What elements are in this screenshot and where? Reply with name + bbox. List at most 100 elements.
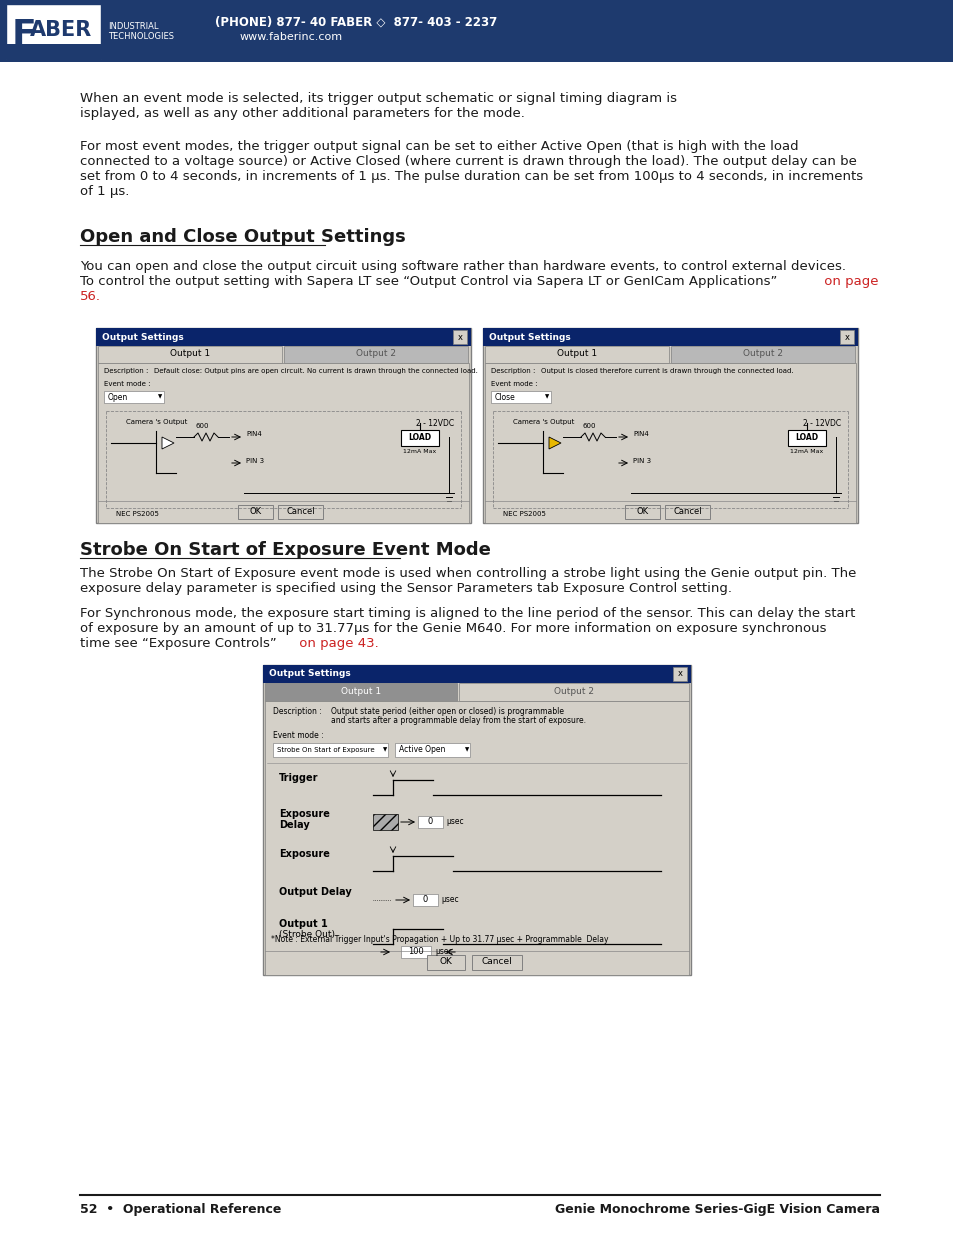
Text: Cancel: Cancel bbox=[673, 508, 701, 516]
Text: 0: 0 bbox=[422, 895, 427, 904]
Text: isplayed, as well as any other additional parameters for the mode.: isplayed, as well as any other additiona… bbox=[80, 107, 524, 120]
Text: NEC PS2005: NEC PS2005 bbox=[502, 511, 545, 517]
Text: OK: OK bbox=[637, 508, 648, 516]
Text: ABER: ABER bbox=[30, 20, 92, 40]
Bar bbox=[98, 346, 282, 363]
Text: Output Settings: Output Settings bbox=[489, 332, 570, 342]
Text: x: x bbox=[843, 332, 848, 342]
Text: Strobe On Start of Exposure: Strobe On Start of Exposure bbox=[276, 747, 375, 753]
Text: Description :: Description : bbox=[491, 368, 535, 374]
Text: Output Delay: Output Delay bbox=[278, 887, 352, 897]
Text: 12mA Max: 12mA Max bbox=[789, 450, 822, 454]
Text: 12mA Max: 12mA Max bbox=[402, 450, 436, 454]
Bar bbox=[484, 363, 855, 522]
Text: 52  •  Operational Reference: 52 • Operational Reference bbox=[80, 1203, 281, 1216]
Text: F: F bbox=[12, 19, 37, 52]
Text: 100: 100 bbox=[408, 947, 423, 956]
Text: OK: OK bbox=[439, 957, 452, 967]
Text: Delay: Delay bbox=[278, 820, 310, 830]
Bar bbox=[104, 391, 164, 403]
Text: Output 1: Output 1 bbox=[340, 688, 380, 697]
Text: Trigger: Trigger bbox=[278, 773, 318, 783]
Text: Exposure: Exposure bbox=[278, 809, 330, 819]
Text: Default close: Output pins are open circuit. No current is drawn through the con: Default close: Output pins are open circ… bbox=[153, 368, 477, 374]
Text: Description :: Description : bbox=[104, 368, 149, 374]
Text: x: x bbox=[677, 669, 681, 678]
Text: Event mode :: Event mode : bbox=[104, 382, 151, 387]
Text: μsec: μsec bbox=[440, 895, 458, 904]
Bar bbox=[624, 505, 659, 519]
Text: Close: Close bbox=[495, 393, 516, 401]
Text: Event mode :: Event mode : bbox=[273, 731, 323, 740]
Bar bbox=[98, 363, 469, 522]
Text: PIN4: PIN4 bbox=[633, 431, 648, 437]
Text: PIN 3: PIN 3 bbox=[633, 458, 651, 464]
Bar bbox=[263, 664, 690, 683]
Text: Output 2: Output 2 bbox=[554, 688, 594, 697]
Bar bbox=[670, 346, 854, 363]
Bar bbox=[395, 743, 470, 757]
Text: Output 1: Output 1 bbox=[170, 350, 210, 358]
Text: Strobe On Start of Exposure Event Mode: Strobe On Start of Exposure Event Mode bbox=[80, 541, 491, 559]
Text: LOAD: LOAD bbox=[408, 433, 431, 442]
Text: OK: OK bbox=[250, 508, 262, 516]
Text: Open and Close Output Settings: Open and Close Output Settings bbox=[80, 228, 405, 246]
Text: set from 0 to 4 seconds, in increments of 1 μs. The pulse duration can be set fr: set from 0 to 4 seconds, in increments o… bbox=[80, 170, 862, 183]
Text: μsec: μsec bbox=[435, 947, 452, 956]
Text: on page: on page bbox=[820, 275, 878, 288]
Text: 0: 0 bbox=[427, 818, 432, 826]
Text: INDUSTRIAL: INDUSTRIAL bbox=[108, 22, 158, 31]
Bar bbox=[664, 505, 709, 519]
Bar bbox=[672, 667, 686, 680]
Text: Output Settings: Output Settings bbox=[102, 332, 184, 342]
Bar bbox=[840, 330, 853, 345]
Text: x: x bbox=[457, 332, 462, 342]
Bar bbox=[482, 329, 857, 346]
Text: *Note : External Trigger Input's Propagation + Up to 31.77 μsec + Programmable  : *Note : External Trigger Input's Propaga… bbox=[271, 935, 608, 944]
Polygon shape bbox=[548, 437, 560, 450]
Bar bbox=[6, 44, 101, 59]
Text: ▼: ▼ bbox=[158, 394, 162, 399]
Text: exposure delay parameter is specified using the Sensor Parameters tab Exposure C: exposure delay parameter is specified us… bbox=[80, 582, 731, 595]
Text: ▼: ▼ bbox=[464, 747, 469, 752]
Text: ▼: ▼ bbox=[544, 394, 549, 399]
Text: of exposure by an amount of up to 31.77μs for the Genie M640. For more informati: of exposure by an amount of up to 31.77μ… bbox=[80, 622, 825, 635]
Text: For most event modes, the trigger output signal can be set to either Active Open: For most event modes, the trigger output… bbox=[80, 140, 798, 153]
Bar bbox=[265, 683, 456, 701]
Text: Camera 's Output: Camera 's Output bbox=[513, 419, 574, 425]
Text: www.faberinc.com: www.faberinc.com bbox=[240, 32, 343, 42]
Bar bbox=[417, 816, 442, 827]
Text: of 1 μs.: of 1 μs. bbox=[80, 185, 130, 198]
Text: Genie Monochrome Series-GigE Vision Camera: Genie Monochrome Series-GigE Vision Came… bbox=[555, 1203, 879, 1216]
Text: 600: 600 bbox=[195, 424, 210, 429]
Text: 2 - 12VDC: 2 - 12VDC bbox=[802, 419, 841, 429]
Text: Output 1: Output 1 bbox=[557, 350, 597, 358]
Text: (PHONE) 877- 40 FABER ◇  877- 403 - 2237: (PHONE) 877- 40 FABER ◇ 877- 403 - 2237 bbox=[214, 16, 497, 28]
Bar bbox=[284, 346, 468, 363]
Bar bbox=[453, 330, 467, 345]
Text: (Strobe Out): (Strobe Out) bbox=[278, 930, 335, 939]
Text: TECHNOLOGIES: TECHNOLOGIES bbox=[108, 32, 173, 41]
Text: Camera 's Output: Camera 's Output bbox=[126, 419, 187, 425]
Text: Exposure: Exposure bbox=[278, 848, 330, 860]
Text: Output Settings: Output Settings bbox=[269, 669, 351, 678]
Text: Open: Open bbox=[108, 393, 128, 401]
Bar bbox=[237, 505, 273, 519]
Text: ▼: ▼ bbox=[382, 747, 387, 752]
Text: Output 2: Output 2 bbox=[742, 350, 782, 358]
Bar bbox=[427, 955, 464, 969]
Text: Cancel: Cancel bbox=[481, 957, 512, 967]
Bar bbox=[484, 346, 668, 363]
Text: 2 - 12VDC: 2 - 12VDC bbox=[416, 419, 454, 429]
Text: time see “Exposure Controls”: time see “Exposure Controls” bbox=[80, 637, 276, 650]
Text: Output state period (either open or closed) is programmable: Output state period (either open or clos… bbox=[331, 706, 563, 716]
Bar bbox=[265, 701, 688, 974]
Text: Output 1: Output 1 bbox=[278, 919, 328, 929]
Text: Output is closed therefore current is drawn through the connected load.: Output is closed therefore current is dr… bbox=[540, 368, 793, 374]
Bar bbox=[482, 329, 857, 522]
Text: NEC PS2005: NEC PS2005 bbox=[116, 511, 159, 517]
Bar bbox=[6, 4, 101, 59]
Text: on page 43.: on page 43. bbox=[294, 637, 378, 650]
Text: PIN 3: PIN 3 bbox=[246, 458, 264, 464]
Text: 56.: 56. bbox=[80, 290, 101, 303]
